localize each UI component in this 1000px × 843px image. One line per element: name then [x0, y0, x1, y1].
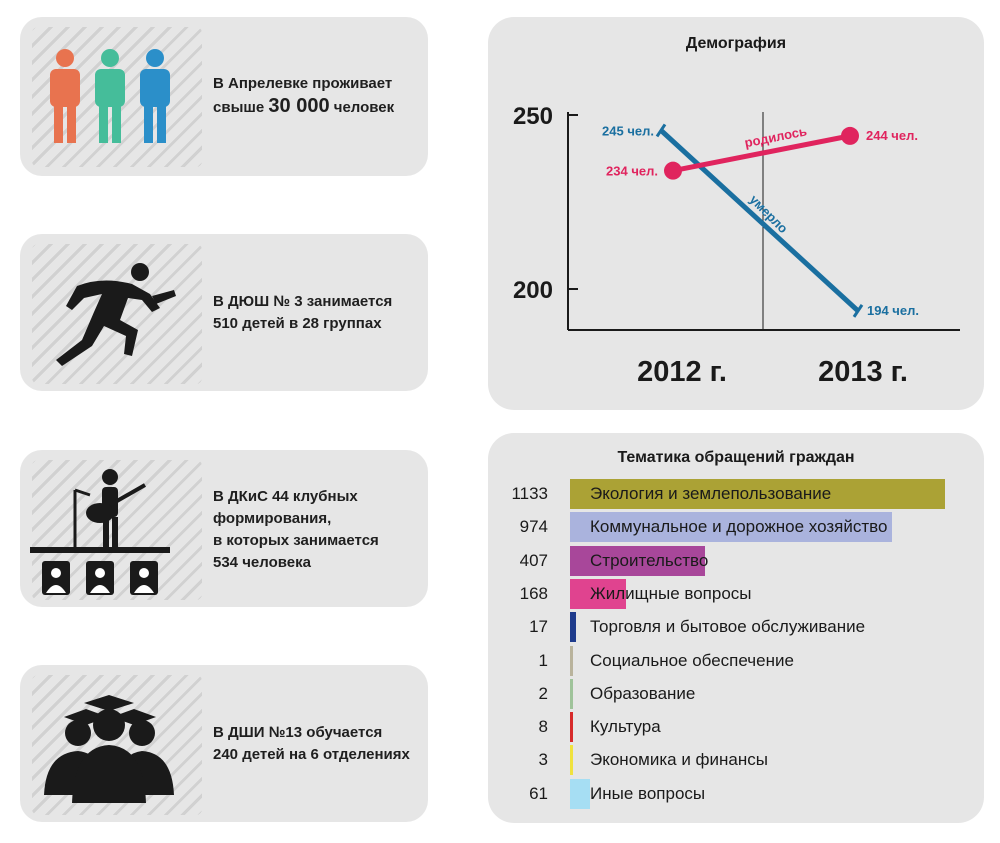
culture-line-2: формирования,	[213, 510, 332, 527]
bar	[570, 612, 576, 643]
bar-row: 1133 Экология и землепользование	[0, 479, 1000, 509]
bar-value-label: 17	[529, 617, 548, 637]
bar-row: 1 Социальное обеспечение	[0, 645, 1000, 676]
bar-value-label: 61	[529, 783, 548, 803]
bar-category-label: Коммунальное и дорожное хозяйство	[590, 517, 888, 537]
sports-line-1: В ДЮШ № 3 занимается	[213, 293, 393, 310]
concert-icon	[30, 469, 170, 595]
art-line-2: 240 детей на 6 отделениях	[213, 746, 410, 763]
sports-school-card: В ДЮШ № 3 занимается 510 детей в 28 груп…	[20, 234, 428, 391]
art-school-text: В ДШИ №13 обучается 240 детей на 6 отдел…	[213, 722, 410, 766]
bar-value-label: 2	[538, 683, 548, 703]
bar-row: 17 Торговля и бытовое обслуживание	[0, 612, 1000, 643]
bar	[570, 712, 573, 743]
bar-value-label: 1	[538, 650, 548, 670]
bar	[570, 745, 573, 776]
culture-line-3: в которых занимается	[213, 532, 379, 549]
art-line-1: В ДШИ №13 обучается	[213, 724, 383, 741]
bar	[570, 678, 573, 709]
bar-value-label: 1133	[511, 484, 548, 503]
population-line-1: В Апрелевке проживает	[213, 75, 393, 92]
bar-value-label: 168	[519, 583, 548, 603]
bar-category-label: Торговля и бытовое обслуживание	[590, 617, 866, 637]
culture-house-text: В ДКиС 44 клубных формирования, в которы…	[213, 486, 379, 574]
population-card: В Апрелевке проживает свыше 30 000 челов…	[20, 17, 428, 176]
bar-category-label: Жилищные вопросы	[590, 583, 752, 603]
bar-row: 8 Культура	[0, 712, 1000, 743]
bar-category-label: Экология и землепользование	[590, 484, 832, 503]
population-line-2a: свыше	[213, 99, 265, 116]
sprinter-icon	[56, 263, 176, 366]
culture-house-card: В ДКиС 44 клубных формирования, в которы…	[20, 450, 428, 607]
bar-value-label: 8	[538, 717, 548, 737]
sports-school-text: В ДЮШ № 3 занимается 510 детей в 28 груп…	[213, 291, 392, 335]
bar-row: 974 Коммунальное и дорожное хозяйство	[0, 512, 1000, 543]
bar	[570, 645, 573, 676]
bar-row: 168 Жилищные вопросы	[0, 578, 1000, 609]
demography-title: Демография	[685, 35, 787, 52]
bar-category-label: Строительство	[590, 550, 709, 570]
bar-row: 2 Образование	[0, 678, 1000, 709]
bar-row: 407 Строительство	[0, 545, 1000, 576]
bar	[570, 479, 945, 509]
population-number: 30 000	[268, 95, 330, 117]
bar-category-label: Иные вопросы	[590, 783, 706, 803]
population-line-2b: человек	[333, 99, 395, 116]
bar-category-label: Культура	[590, 717, 661, 737]
bar-category-label: Образование	[590, 683, 696, 703]
culture-line-4: 534 человека	[213, 554, 311, 571]
people-icon	[50, 49, 170, 143]
bar-category-label: Социальное обеспечение	[590, 650, 794, 670]
culture-line-1: В ДКиС 44 клубных	[213, 488, 358, 505]
bar	[570, 778, 591, 809]
art-school-card: В ДШИ №13 обучается 240 детей на 6 отдел…	[20, 665, 428, 822]
bar-value-label: 3	[538, 750, 548, 770]
bar	[570, 545, 705, 576]
bar-value-label: 974	[519, 517, 548, 537]
bar-row: 3 Экономика и финансы	[0, 745, 1000, 776]
bar-value-label: 407	[519, 550, 548, 570]
sports-line-2: 510 детей в 28 группах	[213, 315, 382, 332]
bar-category-label: Экономика и финансы	[590, 750, 768, 770]
graduates-icon	[44, 695, 174, 803]
appeals-title: Тематика обращений граждан	[617, 449, 855, 466]
bar	[570, 512, 893, 543]
population-text: В Апрелевке проживает свыше 30 000 челов…	[213, 73, 394, 119]
bar	[570, 578, 626, 609]
bar-row: 61 Иные вопросы	[0, 778, 1000, 809]
